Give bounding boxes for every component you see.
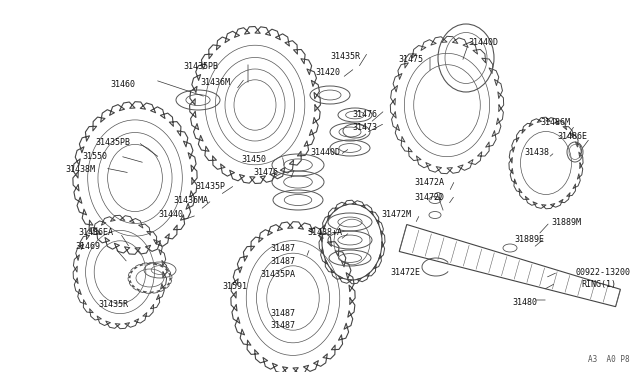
Text: 31440D: 31440D — [468, 38, 498, 47]
Text: 31487: 31487 — [270, 309, 295, 318]
Text: 31450: 31450 — [241, 155, 266, 164]
Text: 31472M: 31472M — [381, 210, 411, 219]
Text: 31472D: 31472D — [414, 193, 444, 202]
Text: 31591: 31591 — [222, 282, 247, 291]
Text: 31476: 31476 — [352, 110, 377, 119]
Text: 31438+A: 31438+A — [307, 228, 342, 237]
Text: 31435R: 31435R — [98, 300, 128, 309]
Text: 31440: 31440 — [158, 210, 183, 219]
Text: 31436M: 31436M — [200, 78, 230, 87]
Text: 31438M: 31438M — [65, 165, 95, 174]
Text: RING(1): RING(1) — [581, 280, 616, 289]
Text: A3  A0 P8: A3 A0 P8 — [588, 355, 630, 364]
Text: 31440D: 31440D — [310, 148, 340, 157]
Text: 00922-13200: 00922-13200 — [576, 268, 631, 277]
Text: 31476: 31476 — [253, 168, 278, 177]
Text: 31889M: 31889M — [551, 218, 581, 227]
Text: 31435PB: 31435PB — [95, 138, 130, 147]
Text: 31420: 31420 — [315, 68, 340, 77]
Text: 31487: 31487 — [270, 257, 295, 266]
Text: 31473: 31473 — [352, 123, 377, 132]
Text: 31487: 31487 — [270, 321, 295, 330]
Text: 31472A: 31472A — [414, 178, 444, 187]
Text: 31460: 31460 — [110, 80, 135, 89]
Text: 31889E: 31889E — [514, 235, 544, 244]
Text: 31472E: 31472E — [390, 268, 420, 277]
Text: 31438: 31438 — [524, 148, 549, 157]
Text: 31435PB: 31435PB — [183, 62, 218, 71]
Text: 31475: 31475 — [398, 55, 423, 64]
Text: 31486M: 31486M — [540, 118, 570, 127]
Text: 31469: 31469 — [75, 242, 100, 251]
Text: 31486E: 31486E — [557, 132, 587, 141]
Text: 31435P: 31435P — [195, 182, 225, 191]
Text: 31435PA: 31435PA — [260, 270, 295, 279]
Text: 31436MA: 31436MA — [173, 196, 208, 205]
Text: 31480: 31480 — [512, 298, 537, 307]
Text: 31486EA: 31486EA — [78, 228, 113, 237]
Text: 31550: 31550 — [82, 152, 107, 161]
Text: 31435R: 31435R — [330, 52, 360, 61]
Text: 31487: 31487 — [270, 244, 295, 253]
